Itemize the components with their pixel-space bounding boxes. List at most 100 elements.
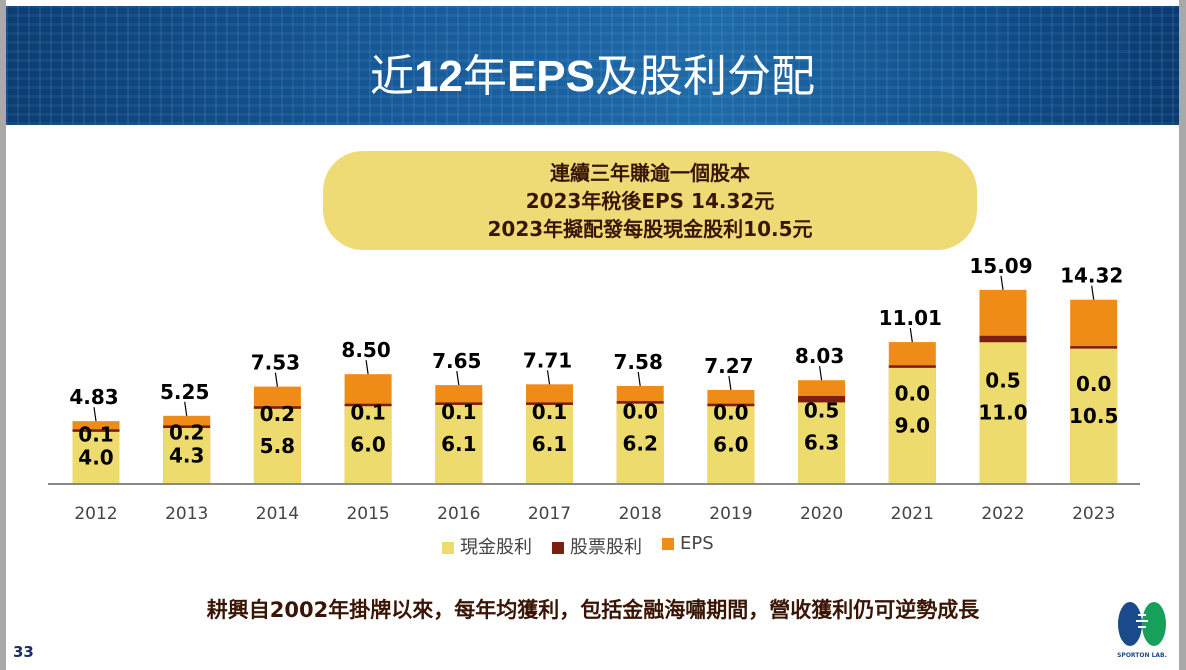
- eps-label: 5.25: [160, 380, 209, 404]
- bar-cash-dividend: [163, 427, 211, 483]
- cash-dividend-label: 10.5: [1069, 404, 1118, 428]
- eps-label: 8.50: [341, 338, 390, 362]
- eps-label: 7.71: [523, 348, 572, 372]
- title-banner: 近12年EPS及股利分配: [6, 6, 1179, 125]
- eps-leader-line: [1000, 275, 1004, 290]
- cash-dividend-label: 4.0: [78, 445, 113, 469]
- highlight-box: 連續三年賺逾一個股本 2023年稅後EPS 14.32元 2023年擬配發每股現…: [323, 151, 977, 250]
- bar-cash-dividend: [344, 406, 392, 483]
- cash-dividend-label: 9.0: [895, 413, 930, 437]
- bar-cash-dividend: [526, 404, 573, 483]
- x-tick-label: 2023: [1072, 504, 1115, 524]
- chart-legend: 現金股利 股票股利 EPS: [442, 533, 714, 559]
- highlight-line: 2023年稅後EPS 14.32元: [525, 189, 775, 213]
- stock-dividend-label: 0.0: [622, 399, 657, 423]
- eps-leader-line: [728, 375, 732, 391]
- stock-dividend-label: 0.2: [169, 420, 204, 444]
- bar-cash-dividend: [1070, 348, 1118, 483]
- x-tick-label: 2021: [891, 504, 934, 524]
- cash-dividend-label: 6.3: [804, 431, 839, 455]
- bar-cash-dividend: [979, 342, 1027, 483]
- eps-leader-line: [1091, 285, 1095, 300]
- bar-stock-dividend: [616, 401, 664, 404]
- x-tick-label: 2018: [619, 504, 662, 524]
- slide-title: 近12年EPS及股利分配: [370, 52, 815, 101]
- bar-stock-dividend: [707, 403, 755, 407]
- eps-label: 7.27: [704, 354, 753, 378]
- bar-stock-dividend: [163, 425, 211, 428]
- legend-item-cash: 現金股利: [442, 533, 532, 559]
- bar-cash-dividend: [798, 402, 846, 483]
- eps-label: 4.83: [69, 385, 118, 409]
- stock-dividend-label: 0.1: [350, 401, 385, 425]
- cash-dividend-label: 6.2: [622, 431, 657, 455]
- footer-statement: 耕興自2002年掛牌以來，每年均獲利，包括金融海嘯期間，營收獲利仍可逆勢成長: [206, 598, 980, 622]
- sporton-logo: SPORTON LAB.: [1117, 602, 1167, 659]
- eps-leader-line: [274, 372, 278, 387]
- x-tick-label: 2014: [256, 504, 299, 524]
- bar-stock-dividend: [526, 402, 573, 405]
- legend-item-eps: EPS: [662, 533, 714, 559]
- cash-dividend-label: 5.8: [260, 434, 295, 458]
- cash-dividend-label: 6.0: [350, 433, 385, 457]
- x-tick-label: 2017: [528, 504, 571, 524]
- eps-label: 14.32: [1060, 264, 1123, 288]
- eps-leader-line: [184, 401, 188, 416]
- bar-cash-dividend: [253, 408, 301, 483]
- stock-dividend-label: 0.1: [441, 400, 476, 424]
- eps-leader-line: [365, 360, 369, 375]
- stock-dividend-label: 0.1: [532, 400, 567, 424]
- x-tick-label: 2022: [981, 504, 1024, 524]
- eps-label: 8.03: [795, 344, 844, 368]
- x-tick-label: 2016: [437, 504, 480, 524]
- stock-dividend-label: 0.2: [260, 402, 295, 426]
- eps-leader-line: [819, 366, 823, 381]
- eps-leader-line: [909, 327, 913, 343]
- highlight-line: 2023年擬配發每股現金股利10.5元: [487, 217, 813, 241]
- legend-swatch: [662, 538, 674, 550]
- eps-label: 7.53: [251, 351, 300, 375]
- legend-swatch: [552, 542, 564, 554]
- x-tick-label: 2012: [74, 504, 117, 524]
- eps-label: 7.58: [614, 350, 663, 374]
- x-tick-label: 2019: [709, 504, 752, 524]
- stock-dividend-label: 0.1: [78, 422, 113, 446]
- cash-dividend-label: 6.1: [532, 432, 567, 456]
- bar-stock-dividend: [888, 365, 936, 368]
- bar-cash-dividend: [707, 406, 755, 483]
- bar-stock-dividend: [253, 406, 301, 409]
- bar-stock-dividend: [435, 402, 483, 405]
- legend-swatch: [442, 542, 454, 554]
- bar-cash-dividend: [435, 404, 483, 483]
- bar-stock-dividend: [798, 395, 846, 403]
- bar-cash-dividend: [888, 367, 936, 483]
- eps-leader-line: [546, 370, 551, 385]
- bar-stock-dividend: [1070, 346, 1118, 349]
- stock-dividend-label: 0.5: [804, 399, 839, 423]
- bar-stock-dividend: [344, 403, 392, 407]
- eps-leader-line: [637, 371, 641, 387]
- slide-border-left: [0, 0, 6, 670]
- svg-text:SPORTON LAB.: SPORTON LAB.: [1117, 652, 1167, 659]
- cash-dividend-label: 6.0: [713, 433, 748, 457]
- eps-label: 7.65: [432, 349, 481, 373]
- stock-dividend-label: 0.0: [895, 381, 930, 405]
- x-tick-label: 2015: [346, 504, 389, 524]
- stock-dividend-label: 0.0: [713, 401, 748, 425]
- eps-label: 15.09: [969, 254, 1032, 278]
- bar-cash-dividend: [72, 431, 120, 483]
- cash-dividend-label: 11.0: [978, 401, 1027, 425]
- stock-dividend-label: 0.5: [985, 369, 1020, 393]
- eps-leader-line: [93, 407, 97, 422]
- bar-stock-dividend: [72, 429, 120, 432]
- page-number: 33: [13, 643, 34, 661]
- stock-dividend-label: 0.0: [1076, 372, 1111, 396]
- highlight-line: 連續三年賺逾一個股本: [550, 161, 750, 185]
- cash-dividend-label: 4.3: [169, 443, 204, 467]
- x-tick-label: 2013: [165, 504, 208, 524]
- x-tick-label: 2020: [800, 504, 843, 524]
- eps-leader-line: [456, 370, 460, 386]
- eps-label: 11.01: [879, 306, 942, 330]
- bar-stock-dividend: [979, 335, 1027, 343]
- slide-border-right: [1179, 0, 1186, 670]
